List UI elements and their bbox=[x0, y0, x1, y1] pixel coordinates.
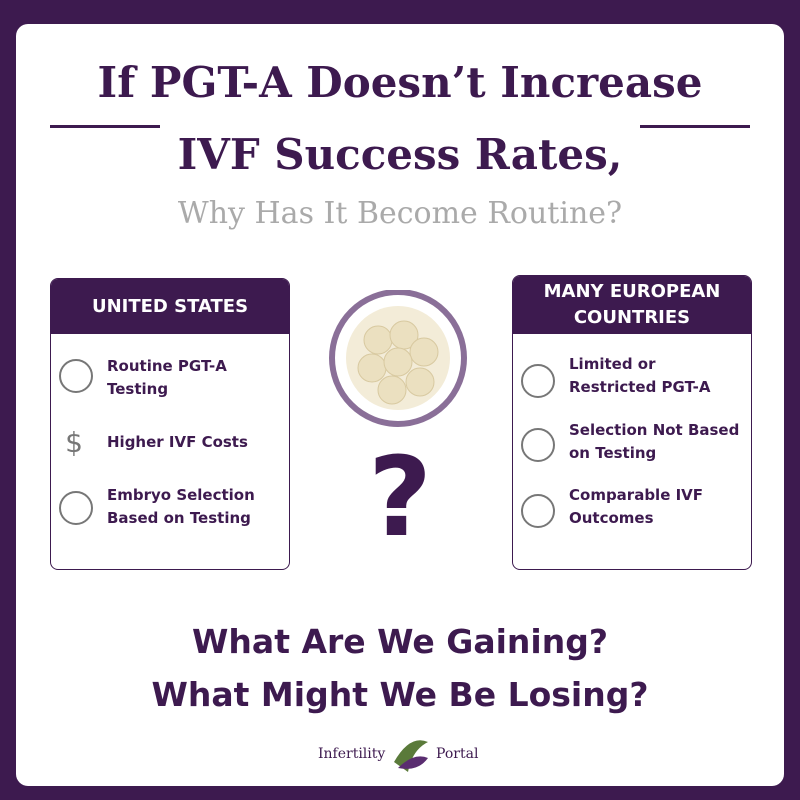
item: Higher IVF Costs bbox=[107, 433, 248, 451]
question-mark: ? bbox=[368, 433, 432, 561]
brand-right: Portal bbox=[436, 746, 479, 762]
item: Comparable IVF Outcomes bbox=[569, 486, 704, 527]
panel-heading: MANY EUROPEAN COUNTRIES bbox=[513, 276, 751, 334]
brand-left: Infertility bbox=[318, 746, 386, 762]
logo bbox=[394, 740, 428, 772]
panel-heading: UNITED STATES bbox=[51, 279, 289, 334]
item: Embryo Selection Based on Testing bbox=[107, 486, 255, 527]
panel: MANY EUROPEAN COUNTRIES Limited or Restr… bbox=[512, 275, 752, 570]
item: Limited or Restricted PGT-A bbox=[569, 355, 711, 396]
item: Selection Not Based on Testing bbox=[569, 421, 740, 462]
rule bbox=[640, 125, 750, 128]
icon: $ bbox=[65, 426, 83, 459]
question: What Might We Be Losing? bbox=[151, 675, 649, 714]
icon bbox=[521, 364, 555, 398]
icon bbox=[59, 491, 93, 525]
panel: UNITED STATES Routine PGT-A Testing $ Hi… bbox=[50, 278, 290, 570]
cells bbox=[357, 320, 439, 405]
item: Routine PGT-A Testing bbox=[107, 357, 227, 398]
icon bbox=[521, 428, 555, 462]
icon bbox=[521, 494, 555, 528]
question: What Are We Gaining? bbox=[192, 622, 608, 661]
illustration: ? bbox=[329, 290, 467, 561]
rule bbox=[50, 125, 160, 128]
title: If PGT-A Doesn’t Increase bbox=[97, 58, 703, 107]
title: IVF Success Rates, bbox=[177, 130, 623, 179]
subtitle: Why Has It Become Routine? bbox=[177, 196, 623, 231]
icon bbox=[59, 359, 93, 393]
